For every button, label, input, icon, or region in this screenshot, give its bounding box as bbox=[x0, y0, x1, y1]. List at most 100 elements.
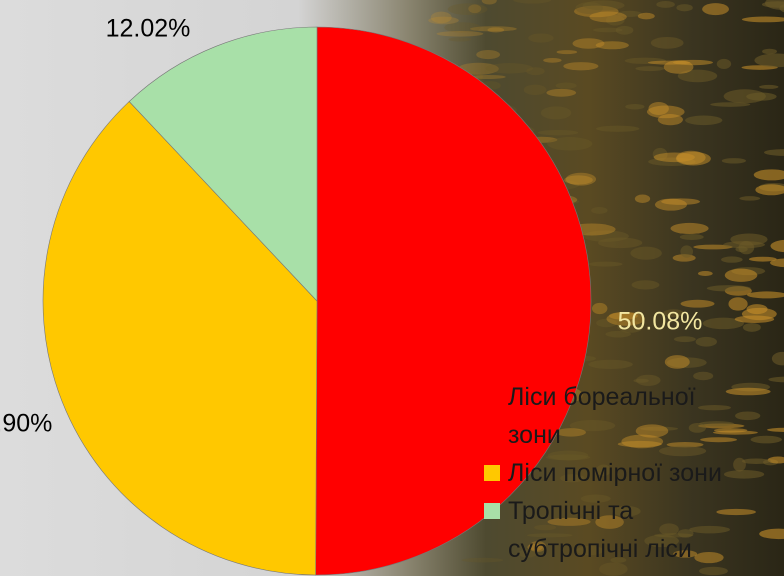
pie-slice bbox=[42, 101, 318, 576]
foliage bbox=[634, 194, 651, 203]
foliage bbox=[694, 551, 724, 564]
foliage bbox=[753, 169, 784, 181]
foliage bbox=[735, 411, 761, 421]
foliage bbox=[644, 534, 679, 548]
foliage bbox=[699, 566, 728, 576]
foliage bbox=[547, 450, 589, 461]
foliage bbox=[679, 234, 704, 240]
foliage bbox=[664, 355, 690, 369]
foliage bbox=[713, 428, 748, 433]
foliage bbox=[741, 16, 784, 23]
foliage bbox=[588, 359, 633, 370]
foliage bbox=[428, 16, 459, 25]
foliage bbox=[612, 506, 641, 517]
foliage bbox=[676, 4, 693, 12]
foliage bbox=[734, 315, 775, 323]
foliage bbox=[595, 515, 624, 529]
foliage bbox=[656, 0, 675, 8]
foliage bbox=[750, 435, 782, 444]
foliage bbox=[746, 304, 768, 315]
foliage bbox=[546, 88, 577, 97]
foliage bbox=[733, 457, 746, 472]
foliage bbox=[621, 434, 664, 449]
pie: 50.08% 37.90% 12.02% bbox=[0, 15, 703, 576]
foliage bbox=[666, 442, 704, 448]
foliage bbox=[528, 541, 547, 552]
foliage bbox=[596, 464, 611, 477]
foliage bbox=[653, 152, 695, 163]
foliage bbox=[617, 10, 643, 17]
foliage bbox=[595, 41, 629, 50]
foliage bbox=[725, 387, 771, 396]
foliage bbox=[588, 261, 623, 267]
foliage bbox=[697, 270, 713, 277]
foliage bbox=[759, 528, 784, 540]
foliage bbox=[606, 311, 645, 326]
foliage bbox=[605, 330, 632, 338]
foliage bbox=[658, 445, 707, 457]
foliage bbox=[545, 454, 591, 461]
foliage bbox=[597, 237, 643, 249]
foliage bbox=[605, 14, 625, 26]
foliage bbox=[543, 57, 562, 63]
foliage bbox=[591, 207, 608, 214]
foliage bbox=[654, 533, 694, 538]
foliage bbox=[670, 222, 709, 234]
legend-label: Ліси бореальної зони bbox=[508, 383, 696, 449]
foliage bbox=[485, 63, 534, 74]
foliage bbox=[635, 424, 669, 438]
foliage bbox=[748, 256, 777, 262]
foliage bbox=[710, 102, 751, 107]
foliage bbox=[724, 268, 758, 282]
foliage bbox=[677, 529, 694, 538]
foliage bbox=[582, 0, 625, 11]
foliage bbox=[572, 38, 605, 49]
foliage bbox=[547, 137, 593, 151]
foliage bbox=[528, 33, 554, 43]
foliage bbox=[615, 25, 634, 35]
foliage bbox=[513, 0, 552, 4]
foliage bbox=[763, 149, 784, 156]
foliage bbox=[564, 175, 593, 185]
foliage bbox=[739, 196, 761, 201]
foliage bbox=[746, 291, 784, 299]
foliage bbox=[599, 562, 628, 576]
pie-slice bbox=[315, 26, 592, 576]
foliage bbox=[457, 62, 499, 75]
legend-marker bbox=[484, 389, 500, 405]
foliage bbox=[447, 3, 488, 15]
foliage bbox=[481, 0, 497, 5]
foliage bbox=[697, 405, 732, 411]
legend-entry: Ліси бореальної зони bbox=[484, 378, 733, 454]
foliage bbox=[759, 84, 779, 89]
foliage bbox=[589, 11, 627, 23]
foliage bbox=[609, 312, 638, 320]
foliage bbox=[663, 309, 684, 317]
foliage bbox=[666, 357, 707, 368]
data-label: 50.08% bbox=[618, 308, 703, 336]
foliage bbox=[672, 254, 696, 262]
foliage bbox=[659, 523, 679, 536]
foliage bbox=[444, 22, 481, 33]
data-label: 12.02% bbox=[106, 15, 191, 43]
foliage bbox=[596, 318, 617, 328]
foliage bbox=[723, 470, 765, 479]
foliage bbox=[716, 508, 756, 516]
legend-entry: Тропічні та субтропічні ліси bbox=[484, 492, 733, 568]
foliage bbox=[518, 548, 538, 558]
foliage bbox=[534, 524, 557, 531]
foliage bbox=[569, 419, 616, 432]
foliage bbox=[746, 92, 777, 101]
foliage bbox=[430, 11, 452, 24]
foliage bbox=[646, 105, 685, 119]
foliage bbox=[680, 245, 694, 258]
foliage bbox=[576, 545, 604, 556]
foliage bbox=[648, 101, 669, 116]
foliage bbox=[754, 53, 784, 68]
foliage bbox=[689, 525, 731, 534]
foliage bbox=[617, 320, 644, 333]
foliage bbox=[637, 12, 655, 20]
foliage bbox=[436, 31, 484, 37]
